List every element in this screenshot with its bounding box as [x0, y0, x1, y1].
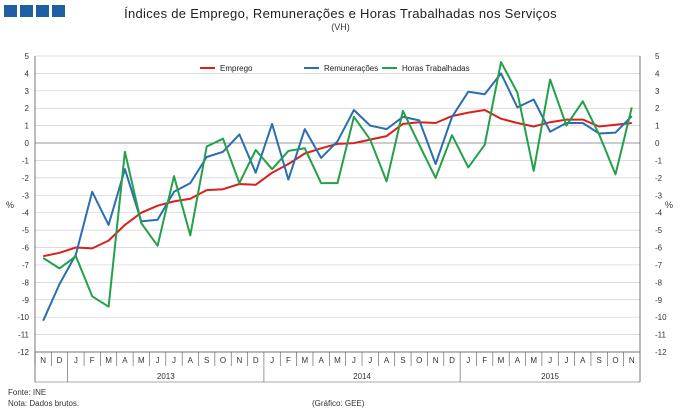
series-line-emprego: [42, 109, 632, 258]
y-tick-label-left: 1: [25, 122, 30, 131]
x-tick-label: S: [204, 356, 209, 365]
y-tick-label-left: -9: [22, 296, 30, 305]
x-tick-label: M: [498, 356, 505, 365]
y-tick-label-left: 2: [25, 104, 30, 113]
x-tick-label: M: [334, 356, 341, 365]
y-tick-label-right: 5: [655, 52, 660, 61]
y-tick-label-left: -7: [22, 261, 30, 270]
y-tick-label-left: 5: [25, 52, 30, 61]
y-tick-label-left: -11: [18, 331, 30, 340]
x-tick-label: O: [416, 356, 422, 365]
axes: 5 5 4 4 3 3 2 2 1 1 0 0 -1 -1 -2 -2 -3 -3 -4 -4 -5 -5 -6 -6 -7 -7…: [6, 52, 673, 383]
x-tick-label: A: [580, 356, 586, 365]
x-tick-label: J: [172, 356, 176, 365]
y-tick-label-left: -10: [17, 313, 29, 322]
series-line-remuneracoes: [42, 72, 633, 322]
y-tick-label-left: -12: [17, 348, 29, 357]
y-tick-label-left: 3: [25, 87, 30, 96]
x-tick-label: N: [629, 356, 635, 365]
x-tick-label: A: [188, 356, 194, 365]
x-tick-label: F: [286, 356, 291, 365]
y-tick-label-right: -10: [655, 313, 667, 322]
legend: Emprego Remunerações Horas Trabalhadas: [200, 64, 470, 73]
legend-label-horas: Horas Trabalhadas: [402, 64, 470, 73]
x-tick-label: M: [105, 356, 112, 365]
y-tick-label-right: -2: [655, 174, 663, 183]
y-tick-label-right: 3: [655, 87, 660, 96]
x-tick-label: F: [90, 356, 95, 365]
y-tick-label-left: -8: [22, 278, 30, 287]
y-tick-label-right: -5: [655, 226, 663, 235]
y-tick-label-left: -2: [22, 174, 30, 183]
series-lines: [42, 61, 633, 322]
x-tick-label: M: [138, 356, 145, 365]
x-tick-label: A: [515, 356, 521, 365]
y-tick-label-left: -5: [22, 226, 30, 235]
year-label: 2014: [353, 372, 371, 381]
x-tick-label: J: [564, 356, 568, 365]
logo-block: [36, 5, 49, 17]
y-tick-label-right: 1: [655, 122, 660, 131]
x-tick-label: J: [74, 356, 78, 365]
x-tick-label: O: [612, 356, 618, 365]
chart-subtitle: (VH): [331, 22, 350, 32]
y-tick-label-right: 4: [655, 69, 660, 78]
legend-label-remuneracoes: Remunerações: [324, 64, 378, 73]
y-tick-label-right: -6: [655, 244, 663, 253]
data-note: Nota: Dados brutos.: [8, 399, 80, 408]
y-tick-label-left: -6: [22, 244, 30, 253]
y-tick-label-left: -1: [22, 156, 30, 165]
x-tick-label: D: [449, 356, 455, 365]
y-axis-title-left: %: [6, 200, 14, 210]
y-axis-title-right: %: [665, 200, 673, 210]
logo-block: [52, 5, 65, 17]
y-tick-label-left: 0: [25, 139, 30, 148]
x-tick-label: J: [270, 356, 274, 365]
x-tick-label: S: [400, 356, 405, 365]
y-tick-label-right: -11: [655, 331, 667, 340]
y-tick-label-right: -12: [655, 348, 667, 357]
logo-block: [4, 5, 17, 17]
year-label: 2015: [541, 372, 559, 381]
logo-block: [20, 5, 33, 17]
gee-logo: [4, 5, 65, 17]
y-tick-label-right: 0: [655, 139, 660, 148]
y-tick-label-right: -7: [655, 261, 663, 270]
legend-label-emprego: Emprego: [220, 64, 253, 73]
chart-credit: (Gráfico: GEE): [312, 399, 365, 408]
x-tick-label: A: [318, 356, 324, 365]
y-tick-label-right: -8: [655, 278, 663, 287]
x-tick-label: D: [57, 356, 63, 365]
x-tick-label: D: [253, 356, 259, 365]
x-tick-label: N: [433, 356, 439, 365]
y-tick-label-left: -4: [22, 209, 30, 218]
x-tick-label: A: [122, 356, 128, 365]
y-tick-label-left: -3: [22, 191, 30, 200]
y-tick-label-right: -3: [655, 191, 663, 200]
y-tick-label-right: -9: [655, 296, 663, 305]
x-tick-label: M: [301, 356, 308, 365]
series-line-horas: [42, 61, 633, 308]
chart-title: Índices de Emprego, Remunerações e Horas…: [124, 6, 557, 21]
year-label: 2013: [157, 372, 175, 381]
x-tick-label: J: [156, 356, 160, 365]
x-tick-label: J: [466, 356, 470, 365]
x-tick-label: J: [368, 356, 372, 365]
x-tick-label: M: [530, 356, 537, 365]
y-tick-label-right: 2: [655, 104, 660, 113]
source-note: Fonte: INE: [8, 388, 47, 397]
x-tick-label: S: [596, 356, 601, 365]
gridlines: [35, 55, 640, 353]
y-tick-label-left: 4: [25, 69, 30, 78]
x-tick-label: A: [384, 356, 390, 365]
x-tick-label: N: [40, 356, 46, 365]
x-tick-label: F: [482, 356, 487, 365]
x-tick-label: J: [352, 356, 356, 365]
x-tick-label: N: [237, 356, 243, 365]
x-tick-label: O: [220, 356, 226, 365]
y-tick-label-right: -1: [655, 156, 663, 165]
x-tick-label: J: [548, 356, 552, 365]
y-tick-label-right: -4: [655, 209, 663, 218]
